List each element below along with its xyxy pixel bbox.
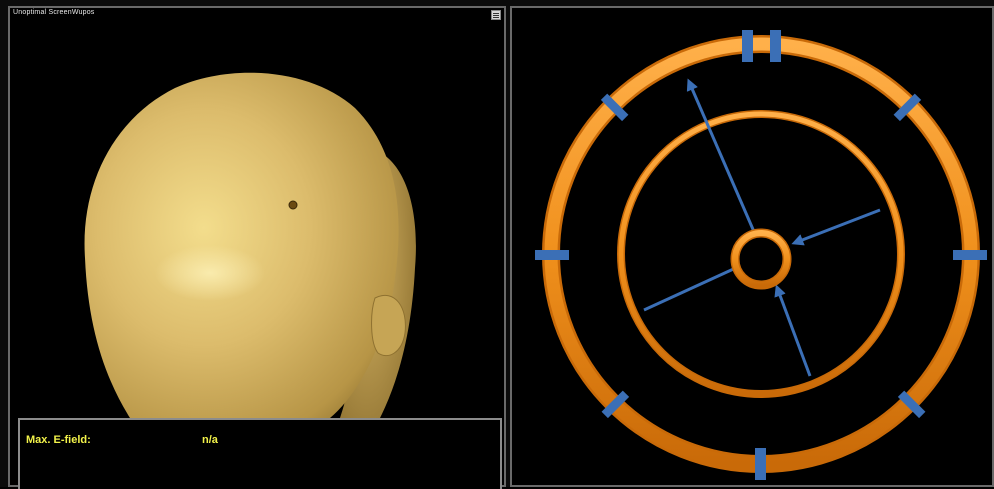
info-box: Max. E-field: n/a [18,418,502,489]
orientation-arrow-right[interactable] [791,208,881,246]
orientation-line-left[interactable] [643,264,741,312]
ear-shape [371,295,406,357]
skin-highlight [155,245,265,301]
head-skull-shape [84,72,399,419]
outer-ring-ticks [535,30,987,480]
tick-lower-right[interactable] [897,390,926,419]
orientation-arrow-up[interactable] [686,78,757,235]
tick-top-left[interactable] [742,30,753,62]
coil-orientation-graphic[interactable] [512,8,992,485]
tick-top-right[interactable] [770,30,781,62]
head-3d-viewport[interactable]: Unoptimal ScreenWupos [8,6,506,489]
tick-upper-right[interactable] [893,93,922,122]
tick-upper-left[interactable] [600,93,629,122]
viewport-title: Unoptimal ScreenWupos [13,9,95,16]
tick-left[interactable] [535,250,569,260]
tick-lower-left[interactable] [601,390,630,419]
viewport-menu-button[interactable] [491,10,501,20]
middle-ring[interactable] [618,111,904,397]
hamburger-icon [493,12,499,14]
tick-right[interactable] [953,250,987,260]
orientation-arrow-lower[interactable] [774,284,812,377]
target-marker-icon[interactable] [288,200,298,210]
tick-bottom[interactable] [755,448,766,480]
max-efield-value: n/a [202,434,218,446]
max-efield-label: Max. E-field: [26,434,91,446]
coil-orientation-viewport[interactable] [510,6,994,487]
inner-ring[interactable] [732,230,790,288]
head-model[interactable] [10,8,504,485]
